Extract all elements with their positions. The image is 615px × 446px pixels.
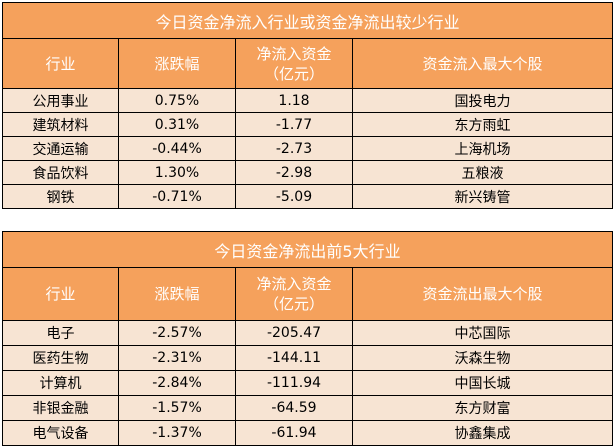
- cell-change: 0.31%: [118, 112, 236, 137]
- cell-net-inflow: -2.98: [235, 160, 353, 185]
- cell-change: -0.71%: [118, 184, 236, 209]
- cell-net-inflow: -64.59: [235, 395, 353, 421]
- table-row: 计算机 -2.84% -111.94 中国长城: [2, 370, 613, 396]
- cell-industry: 钢铁: [2, 184, 119, 209]
- cell-industry: 公用事业: [2, 88, 119, 113]
- cell-change: -0.44%: [118, 136, 236, 161]
- cell-change: 0.75%: [118, 88, 236, 113]
- table-row: 电子 -2.57% -205.47 中芯国际: [2, 320, 613, 346]
- cell-change: -1.37%: [118, 420, 236, 446]
- cell-top-stock: 国投电力: [351, 88, 614, 113]
- header-row: 行业 涨跌幅 净流入资金 （亿元） 资金流入最大个股: [2, 38, 614, 89]
- table-row: 建筑材料 0.31% -1.77 东方雨虹: [2, 112, 614, 137]
- table-gap: [0, 215, 615, 231]
- cell-change: -2.84%: [118, 370, 236, 396]
- cell-change: -2.57%: [118, 320, 236, 346]
- cell-net-inflow: -111.94: [235, 370, 353, 396]
- header-row: 行业 涨跌幅 净流入资金 （亿元） 资金流出最大个股: [2, 267, 613, 321]
- net-inflow-industries-table: 今日资金净流入行业或资金净流出较少行业 行业 涨跌幅 净流入资金 （亿元） 资金…: [1, 2, 614, 209]
- column-header-change: 涨跌幅: [118, 267, 236, 321]
- cell-net-inflow: -205.47: [235, 320, 353, 346]
- cell-industry: 电气设备: [2, 420, 119, 446]
- column-header-industry: 行业: [2, 267, 119, 321]
- cell-change: -2.31%: [118, 345, 236, 371]
- cell-top-stock: 上海机场: [351, 136, 614, 161]
- cell-top-stock: 协鑫集成: [352, 420, 613, 446]
- table-row: 交通运输 -0.44% -2.73 上海机场: [2, 136, 614, 161]
- cell-industry: 非银金融: [2, 395, 119, 421]
- cell-net-inflow: -2.73: [235, 136, 353, 161]
- cell-change: 1.30%: [118, 160, 236, 185]
- cell-top-stock: 中芯国际: [352, 320, 613, 346]
- table-row: 食品饮料 1.30% -2.98 五粮液: [2, 160, 614, 185]
- table-title: 今日资金净流出前5大行业: [2, 231, 613, 268]
- cell-top-stock: 中国长城: [352, 370, 613, 396]
- table-row: 非银金融 -1.57% -64.59 东方财富: [2, 395, 613, 421]
- cell-net-inflow: -5.09: [235, 184, 353, 209]
- column-header-net-inflow: 净流入资金 （亿元）: [235, 38, 353, 89]
- column-header-top-stock: 资金流出最大个股: [352, 267, 613, 321]
- column-header-net-inflow: 净流入资金 （亿元）: [235, 267, 353, 321]
- cell-industry: 医药生物: [2, 345, 119, 371]
- cell-top-stock: 东方财富: [352, 395, 613, 421]
- table-body: 电子 -2.57% -205.47 中芯国际 医药生物 -2.31% -144.11 沃森生物…: [2, 320, 613, 446]
- cell-industry: 食品饮料: [2, 160, 119, 185]
- table-row: 电气设备 -1.37% -61.94 协鑫集成: [2, 420, 613, 446]
- cell-industry: 电子: [2, 320, 119, 346]
- cell-net-inflow: -61.94: [235, 420, 353, 446]
- cell-net-inflow: -144.11: [235, 345, 353, 371]
- net-inflow-header-text: 净流入资金 （亿元）: [256, 44, 332, 83]
- cell-net-inflow: -1.77: [235, 112, 353, 137]
- cell-industry: 建筑材料: [2, 112, 119, 137]
- cell-top-stock: 新兴铸管: [351, 184, 614, 209]
- net-outflow-industries-table: 今日资金净流出前5大行业 行业 涨跌幅 净流入资金 （亿元） 资金流出最大个股 …: [2, 231, 613, 446]
- cell-industry: 计算机: [2, 370, 119, 396]
- column-header-top-stock: 资金流入最大个股: [351, 38, 614, 89]
- column-header-change: 涨跌幅: [118, 38, 236, 89]
- table-row: 公用事业 0.75% 1.18 国投电力: [2, 88, 614, 113]
- cell-change: -1.57%: [118, 395, 236, 421]
- cell-industry: 交通运输: [2, 136, 119, 161]
- table-body: 公用事业 0.75% 1.18 国投电力 建筑材料 0.31% -1.77 东方雨虹 交通运输 -…: [2, 88, 614, 209]
- net-inflow-header-text: 净流入资金 （亿元）: [256, 275, 332, 313]
- cell-top-stock: 东方雨虹: [351, 112, 614, 137]
- cell-net-inflow: 1.18: [235, 88, 353, 113]
- table-row: 医药生物 -2.31% -144.11 沃森生物: [2, 345, 613, 371]
- cell-top-stock: 五粮液: [351, 160, 614, 185]
- column-header-industry: 行业: [2, 38, 119, 89]
- table-title: 今日资金净流入行业或资金净流出较少行业: [1, 2, 614, 39]
- cell-top-stock: 沃森生物: [352, 345, 613, 371]
- table-row: 钢铁 -0.71% -5.09 新兴铸管: [2, 184, 614, 209]
